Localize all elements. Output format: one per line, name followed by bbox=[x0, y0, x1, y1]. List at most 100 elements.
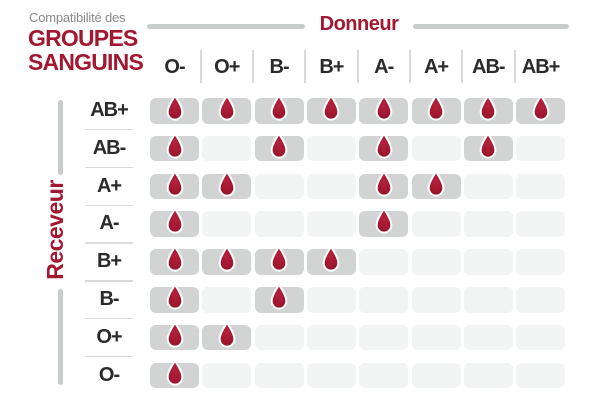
col-separator bbox=[513, 50, 516, 83]
col-separator bbox=[304, 50, 307, 83]
blood-drop-icon bbox=[166, 170, 183, 197]
blood-drop-icon bbox=[166, 208, 183, 235]
grid-cell-A--from-B+ bbox=[306, 211, 356, 237]
grid-cell-AB+-from-A- bbox=[359, 94, 409, 124]
grid-cell-AB+-from-A+ bbox=[411, 94, 461, 124]
blood-drop-icon bbox=[270, 94, 288, 121]
blood-drop-icon bbox=[218, 245, 236, 272]
col-separator bbox=[199, 50, 202, 83]
donor-col-header-A+: A+ bbox=[423, 56, 449, 78]
row-separator bbox=[85, 166, 133, 169]
grid-cell-B--from-B- bbox=[254, 283, 304, 313]
grid-cell-A--from-O+ bbox=[202, 211, 252, 237]
grid-cell-B--from-B+ bbox=[306, 287, 356, 313]
blood-drop-icon bbox=[166, 359, 183, 386]
col-separator bbox=[461, 50, 464, 83]
grid-cell-B+-from-B+ bbox=[306, 245, 356, 275]
grid-cell-O+-from-A+ bbox=[411, 324, 461, 351]
recipient-row-label-A-: A- bbox=[99, 212, 119, 235]
donor-axis-line-right bbox=[413, 24, 569, 29]
grid-cell-B+-from-O+ bbox=[202, 245, 252, 275]
grid-cell-A--from-A+ bbox=[411, 211, 461, 237]
grid-cell-AB--from-AB+ bbox=[516, 135, 566, 162]
title-line-groupes: GROUPES bbox=[28, 25, 138, 51]
grid-cell-AB--from-O- bbox=[150, 132, 199, 162]
blood-drop-icon bbox=[218, 170, 236, 197]
recipient-row-label-A+: A+ bbox=[96, 174, 122, 197]
grid-cell-A--from-A- bbox=[359, 208, 409, 237]
grid-cell-A--from-B- bbox=[254, 211, 304, 237]
col-separator bbox=[356, 50, 359, 83]
grid-cell-AB+-from-AB+ bbox=[516, 94, 566, 124]
grid-cell-B--from-A+ bbox=[411, 287, 461, 313]
grid-cell-O+-from-O- bbox=[150, 321, 199, 351]
donor-col-header-B-: B- bbox=[269, 56, 290, 78]
recipient-row-label-AB+: AB+ bbox=[90, 99, 129, 121]
grid-cell-O--from-B+ bbox=[306, 362, 356, 389]
col-separator bbox=[408, 50, 411, 83]
grid-cell-O+-from-O+ bbox=[202, 321, 252, 351]
recipient-row-label-AB-: AB- bbox=[92, 136, 127, 159]
donor-col-header-A-: A- bbox=[374, 56, 394, 78]
row-separator bbox=[85, 355, 133, 358]
grid-cell-O+-from-B- bbox=[254, 324, 304, 351]
grid-cell-O--from-O+ bbox=[202, 362, 252, 389]
donor-col-header-O-: O- bbox=[164, 56, 185, 78]
grid-cell-B--from-AB+ bbox=[516, 287, 566, 313]
grid-cell-AB+-from-O+ bbox=[202, 94, 252, 124]
blood-drop-icon bbox=[218, 321, 236, 348]
recipient-row-label-O+: O+ bbox=[96, 325, 122, 348]
blood-drop-icon bbox=[479, 132, 497, 159]
grid-cell-B+-from-B- bbox=[254, 245, 304, 275]
blood-drop-icon bbox=[323, 94, 340, 121]
grid-cell-O--from-B- bbox=[254, 362, 304, 389]
grid-cell-AB--from-A+ bbox=[411, 135, 461, 162]
blood-drop-icon bbox=[270, 132, 288, 159]
donor-axis-line-left bbox=[147, 24, 305, 29]
grid-cell-A--from-AB- bbox=[463, 211, 513, 237]
grid-cell-A+-from-B+ bbox=[306, 173, 356, 200]
donor-col-header-AB+: AB+ bbox=[521, 56, 561, 78]
grid-cell-O+-from-B+ bbox=[306, 324, 356, 351]
grid-cell-AB--from-AB- bbox=[463, 132, 513, 162]
grid-cell-O--from-AB- bbox=[463, 362, 513, 389]
grid-cell-AB+-from-O- bbox=[150, 94, 199, 124]
grid-cell-A--from-O- bbox=[150, 208, 199, 237]
blood-drop-icon bbox=[166, 94, 183, 121]
grid-cell-A+-from-B- bbox=[254, 173, 304, 200]
grid-cell-AB--from-B+ bbox=[306, 135, 356, 162]
grid-cell-A+-from-A+ bbox=[411, 170, 461, 200]
grid-cell-AB+-from-B- bbox=[254, 94, 304, 124]
title-kicker: Compatibilité des bbox=[29, 10, 126, 25]
grid-cell-B+-from-O- bbox=[150, 245, 199, 275]
donor-col-header-B+: B+ bbox=[319, 56, 344, 78]
grid-cell-AB--from-B- bbox=[254, 132, 304, 162]
blood-drop-icon bbox=[375, 94, 393, 121]
row-separator bbox=[85, 128, 133, 131]
grid-cell-B+-from-AB+ bbox=[516, 249, 566, 275]
donor-col-header-O+: O+ bbox=[214, 56, 240, 78]
grid-cell-B--from-A- bbox=[359, 287, 409, 313]
donor-axis-label: Donneur bbox=[319, 13, 399, 35]
grid-cell-B--from-O- bbox=[150, 283, 199, 313]
recipient-row-label-B+: B+ bbox=[96, 250, 122, 273]
grid-cell-A+-from-A- bbox=[359, 170, 409, 200]
donor-col-header-AB-: AB- bbox=[472, 56, 506, 78]
recipient-row-label-O-: O- bbox=[98, 363, 120, 386]
row-separator bbox=[85, 204, 133, 207]
grid-cell-A+-from-AB- bbox=[463, 173, 513, 200]
blood-drop-icon bbox=[375, 132, 393, 159]
grid-cell-AB+-from-B+ bbox=[306, 94, 356, 124]
grid-cell-B+-from-A- bbox=[359, 249, 409, 275]
grid-cell-B--from-AB- bbox=[463, 287, 513, 313]
blood-drop-icon bbox=[270, 245, 288, 272]
blood-drop-icon bbox=[375, 208, 393, 235]
grid-cell-A--from-AB+ bbox=[516, 211, 566, 237]
grid-cell-O--from-A- bbox=[359, 362, 409, 389]
grid-cell-O--from-O- bbox=[150, 359, 199, 389]
blood-drop-icon bbox=[218, 94, 236, 121]
blood-drop-icon bbox=[166, 132, 183, 159]
grid-cell-O+-from-AB- bbox=[463, 324, 513, 351]
grid-cell-B+-from-A+ bbox=[411, 249, 461, 275]
